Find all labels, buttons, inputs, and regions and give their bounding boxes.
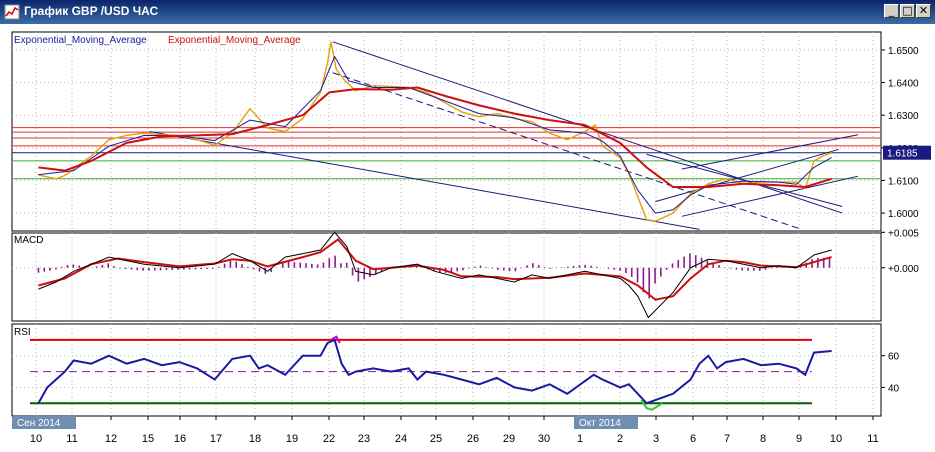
trend-line xyxy=(149,131,700,230)
macd-panel-title: MACD xyxy=(14,235,43,246)
x-day-label: 17 xyxy=(210,433,222,445)
y-tick-label-price: 1.6100 xyxy=(888,176,919,187)
rsi-overbought-segment xyxy=(330,335,341,344)
rsi-panel-title: RSI xyxy=(14,327,31,338)
y-tick-label-macd: +0.005 xyxy=(888,228,919,239)
trend-line xyxy=(332,72,802,230)
y-tick-label-rsi: 60 xyxy=(888,352,900,363)
y-tick-label-price: 1.6500 xyxy=(888,46,919,57)
legend-entry: Exponential_Moving_Average xyxy=(14,35,147,46)
x-day-label: 15 xyxy=(142,433,154,445)
x-month-tag xyxy=(574,416,638,429)
trend-line xyxy=(681,175,859,217)
y-tick-label-price: 1.6400 xyxy=(888,79,919,90)
x-day-label: 29 xyxy=(503,433,515,445)
trend-line xyxy=(681,134,859,170)
x-day-label: 19 xyxy=(286,433,298,445)
x-day-label: 30 xyxy=(538,433,550,445)
x-day-label: 11 xyxy=(66,433,77,445)
trend-line xyxy=(655,148,839,203)
x-day-label: 25 xyxy=(430,433,442,445)
chart-window-icon xyxy=(4,4,20,20)
x-month-label: Окт 2014 xyxy=(579,418,621,429)
ema-slow-line xyxy=(38,86,832,188)
y-tick-label-macd: +0.000 xyxy=(888,264,919,275)
trend-line xyxy=(646,153,843,208)
x-day-label: 2 xyxy=(617,433,623,445)
x-day-label: 24 xyxy=(395,433,407,445)
y-tick-label-price: 1.6000 xyxy=(888,209,919,220)
current-price-label: 1.6185 xyxy=(887,149,918,160)
maximize-button[interactable]: □ xyxy=(900,4,915,18)
x-day-label: 9 xyxy=(796,433,802,445)
x-day-label: 12 xyxy=(105,433,117,445)
rsi-oversold-segment xyxy=(640,399,663,411)
x-month-tag xyxy=(12,416,76,429)
x-day-label: 16 xyxy=(174,433,186,445)
y-tick-label-price: 1.6300 xyxy=(888,111,919,122)
x-day-label: 26 xyxy=(467,433,479,445)
x-day-label: 8 xyxy=(760,433,766,445)
y-tick-label-rsi: 40 xyxy=(888,383,900,394)
rsi-line xyxy=(37,338,832,405)
x-day-label: 10 xyxy=(30,433,42,445)
panel-frame-price xyxy=(11,31,882,232)
macd-line xyxy=(38,231,832,319)
panel-frame-rsi xyxy=(11,323,882,417)
x-day-label: 22 xyxy=(323,433,335,445)
legend-entry: Exponential_Moving_Average xyxy=(168,35,301,46)
x-month-label: Сен 2014 xyxy=(17,418,61,429)
x-day-label: 7 xyxy=(724,433,730,445)
window-titlebar: График GBP /USD ЧАС _ □ ✕ xyxy=(0,0,935,24)
x-day-label: 18 xyxy=(249,433,261,445)
x-day-label: 10 xyxy=(830,433,842,445)
chart-area[interactable]: 1.65001.64001.63001.62001.61001.60001.61… xyxy=(0,24,935,452)
x-day-label: 6 xyxy=(690,433,696,445)
x-day-label: 23 xyxy=(358,433,370,445)
panel-frame-macd xyxy=(11,232,882,322)
x-day-label: 3 xyxy=(653,433,659,445)
minimize-button[interactable]: _ xyxy=(884,4,899,18)
x-day-label: 1 xyxy=(577,433,583,445)
current-price-tag xyxy=(883,145,931,160)
close-button[interactable]: ✕ xyxy=(916,4,931,18)
window-title: График GBP /USD ЧАС xyxy=(24,4,159,18)
x-day-label: 11 xyxy=(867,433,878,445)
ema-fast-line xyxy=(38,56,832,214)
